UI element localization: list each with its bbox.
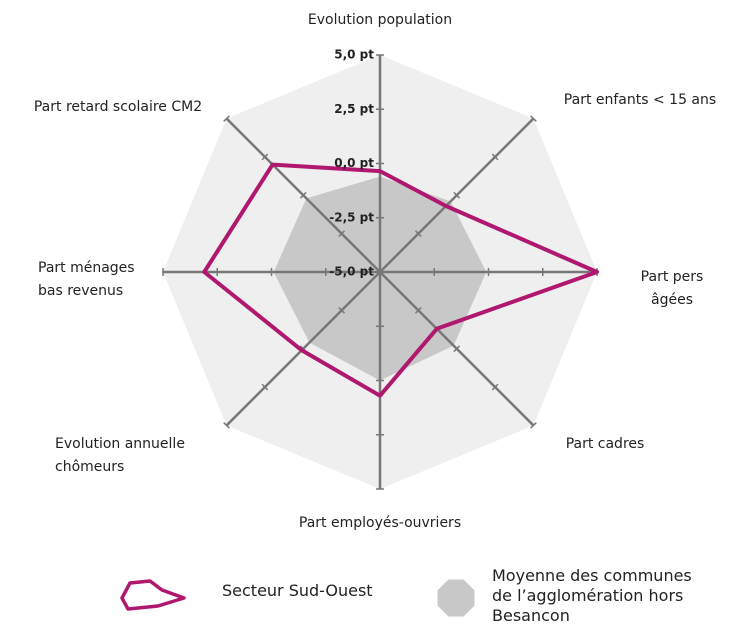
tick-mark: [299, 191, 307, 199]
tick-mark: [223, 422, 230, 429]
category-label: Evolution population: [308, 12, 452, 28]
category-label: Part employés-ouvriers: [299, 515, 461, 531]
radar-line: [202, 162, 599, 398]
category-label: Part enfants < 15 ans: [564, 92, 716, 108]
tick-mark: [453, 191, 461, 199]
legend-label: Secteur Sud-Ouest: [222, 581, 373, 600]
tick-label: 5,0 pt: [334, 48, 374, 62]
category-label: Part cadres: [566, 436, 645, 452]
tick-mark: [261, 383, 269, 391]
legend-symbol: [120, 579, 186, 611]
category-label: Part ménages: [38, 260, 135, 276]
category-label: Part retard scolaire CM2: [34, 99, 202, 115]
tick-label: -5,0 pt: [329, 265, 374, 279]
tick-mark: [491, 153, 499, 161]
tick-label: 2,5 pt: [334, 102, 374, 116]
category-label: âgées: [651, 292, 693, 308]
category-label: bas revenus: [38, 283, 123, 299]
tick-mark: [530, 422, 537, 429]
tick-mark: [261, 153, 269, 161]
tick-mark: [415, 307, 422, 314]
legend-symbol: [437, 579, 475, 617]
tick-mark: [415, 230, 422, 237]
tick-label: -2,5 pt: [329, 210, 374, 224]
tick-mark: [453, 345, 461, 353]
tick-mark: [338, 230, 345, 237]
category-label: chômeurs: [55, 459, 124, 475]
tick-mark: [376, 268, 384, 276]
tick-mark: [491, 383, 499, 391]
category-label: Part pers: [641, 269, 704, 285]
tick-mark: [223, 115, 230, 122]
tick-mark: [338, 307, 345, 314]
tick-mark: [530, 115, 537, 122]
legend-label: Moyenne des communes de l’agglomération …: [492, 566, 692, 625]
tick-label: 0,0 pt: [334, 156, 374, 170]
category-label: Evolution annuelle: [55, 436, 185, 452]
